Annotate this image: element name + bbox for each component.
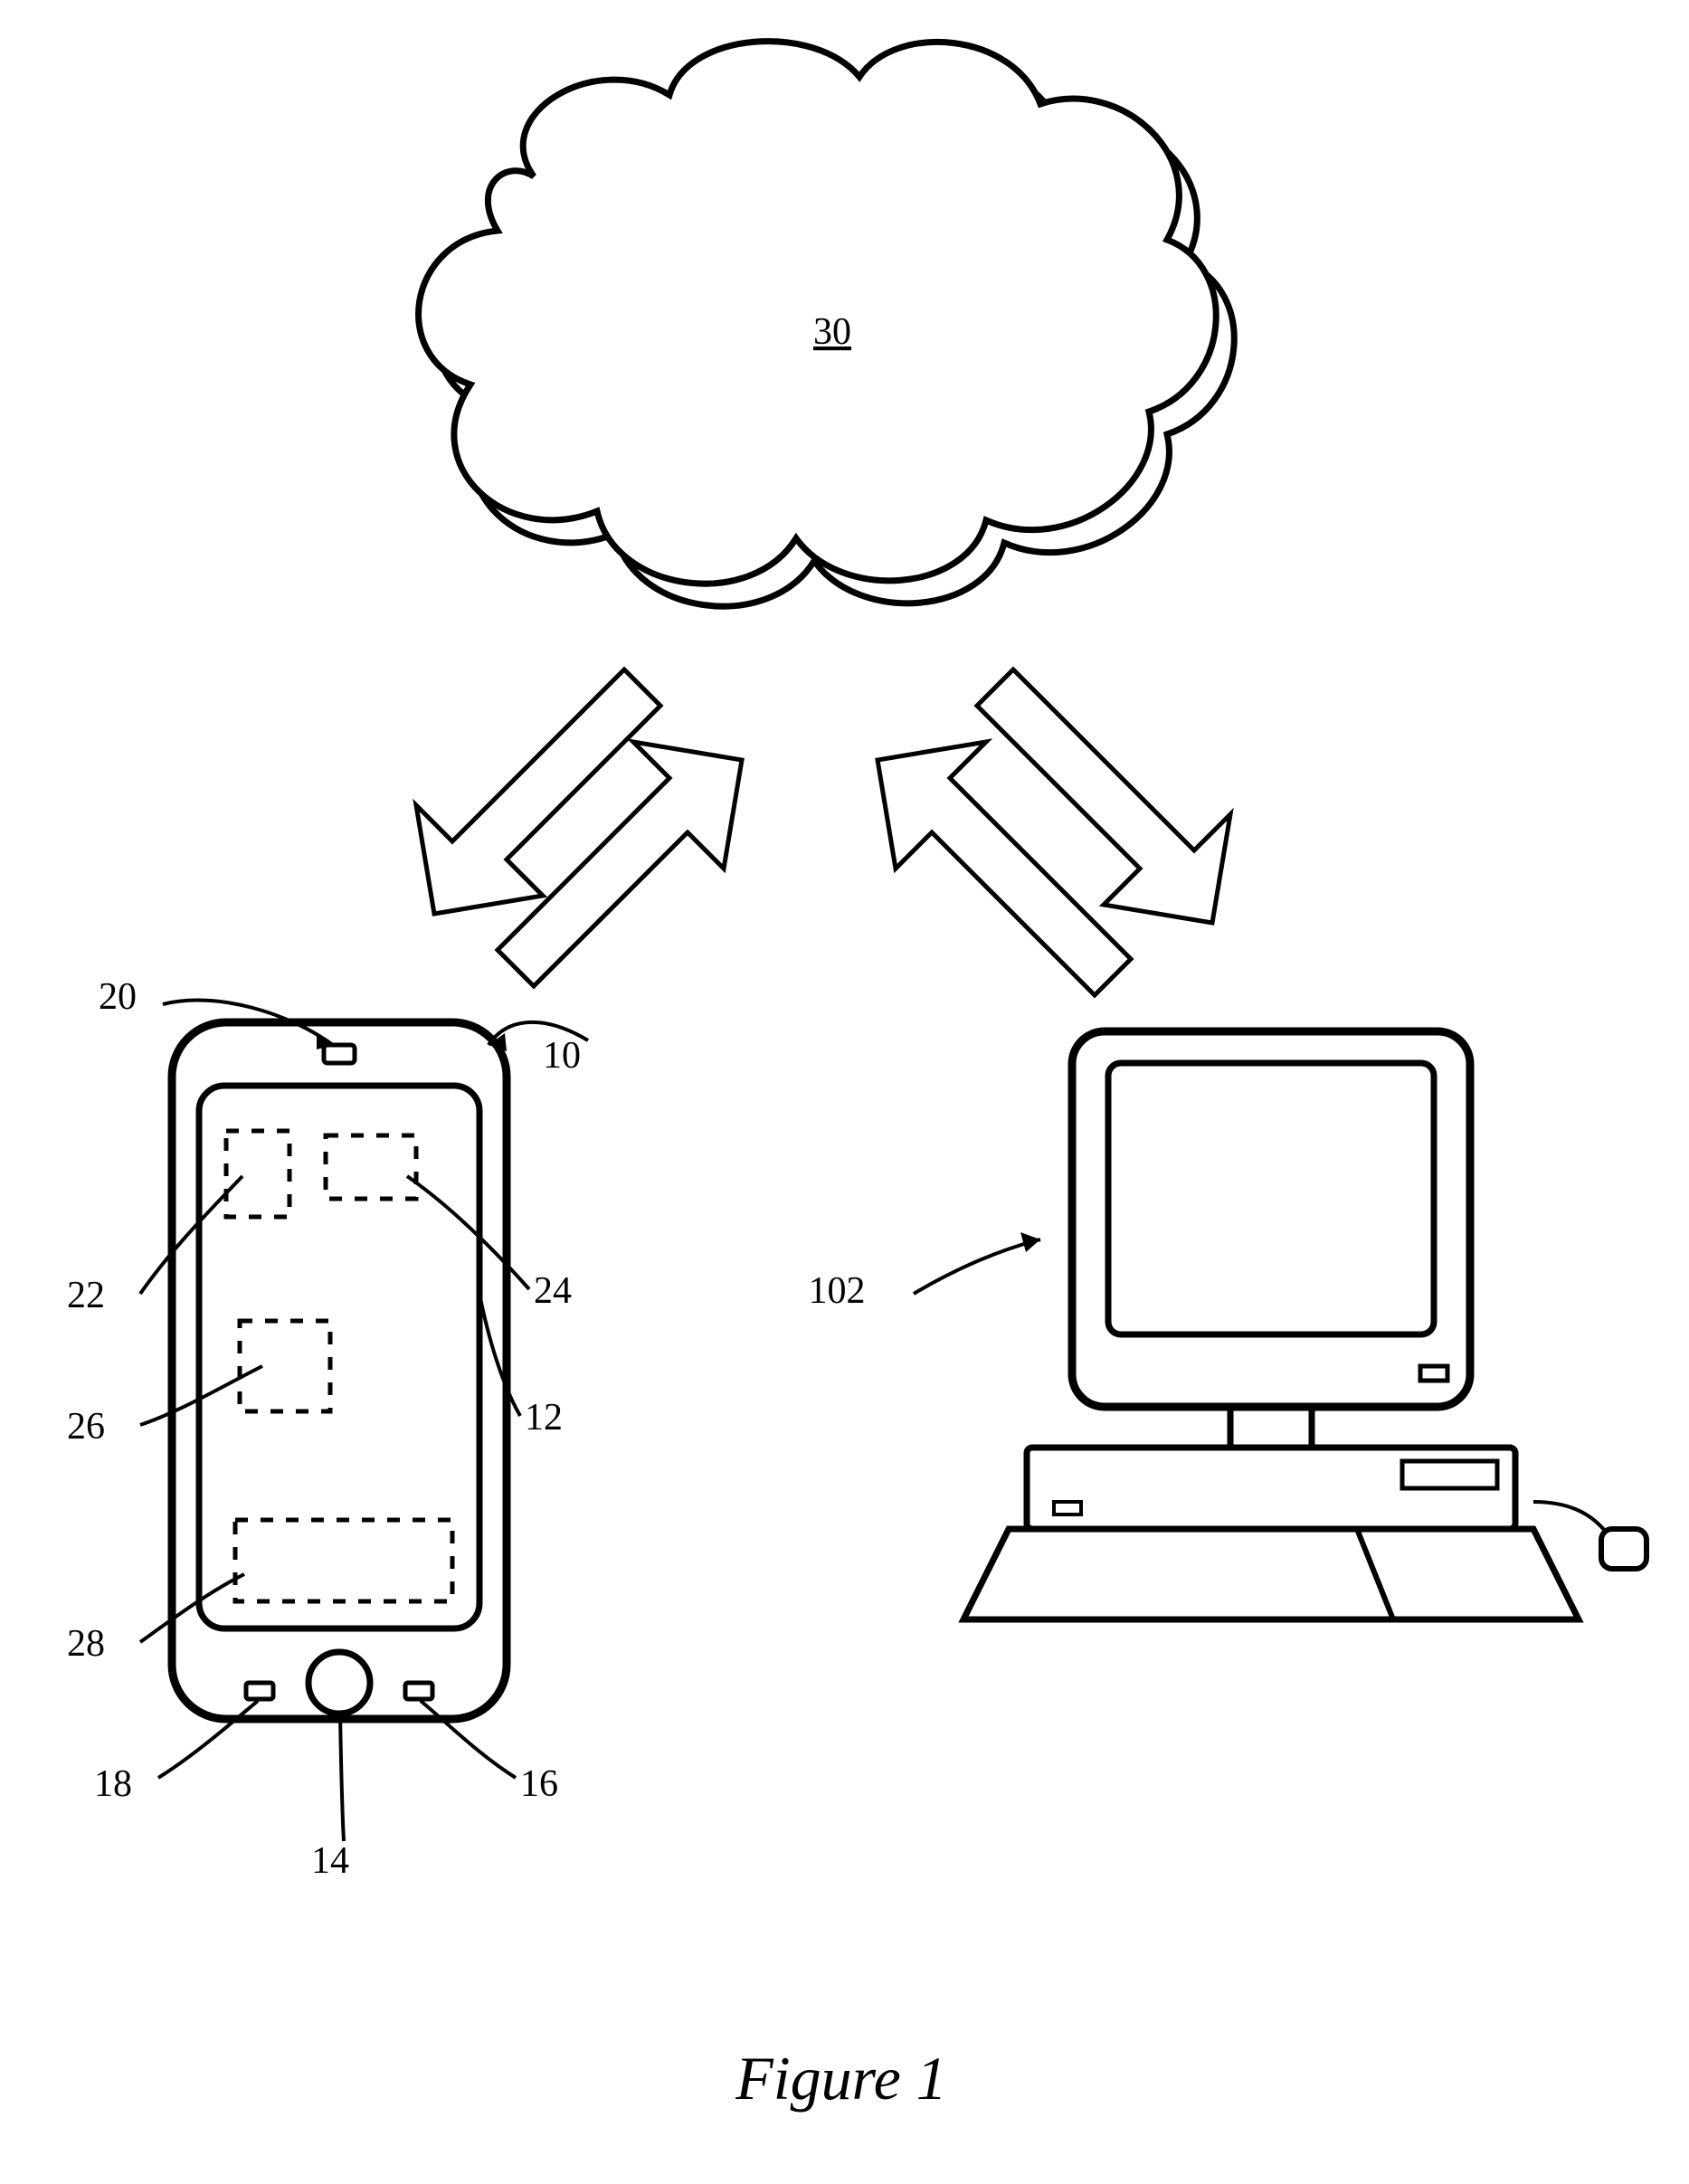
phone-block-24: [326, 1135, 416, 1199]
computer-group: [963, 1031, 1646, 1619]
phone-body: [172, 1022, 507, 1719]
phone-block-22: [226, 1131, 289, 1217]
phone-bottom-right: [405, 1683, 432, 1699]
head-102: [1020, 1232, 1040, 1252]
keyboard: [963, 1529, 1579, 1619]
label-102: 102: [809, 1270, 866, 1312]
label-24: 24: [534, 1270, 572, 1312]
monitor-screen: [1108, 1063, 1434, 1334]
arrows-computer: [878, 669, 1230, 995]
phone-group: [172, 1022, 507, 1719]
phone-bottom-left: [246, 1683, 273, 1699]
label-12: 12: [525, 1397, 563, 1439]
label-26: 26: [67, 1406, 105, 1448]
phone-block-26: [240, 1321, 330, 1411]
figure-1-svg: 30: [0, 0, 1689, 2184]
mouse: [1601, 1529, 1646, 1569]
phone-top-sensor: [324, 1045, 355, 1063]
cloud-ref-label: 30: [813, 311, 851, 353]
phone-home-button: [308, 1652, 370, 1714]
figure-caption: Figure 1: [735, 2044, 947, 2113]
label-22: 22: [67, 1275, 105, 1316]
leader-heads: [317, 1033, 1040, 1252]
leader-16: [421, 1701, 516, 1778]
tower-drive: [1402, 1461, 1497, 1488]
monitor-button: [1420, 1366, 1447, 1381]
leader-24: [407, 1176, 529, 1289]
tower-led: [1054, 1502, 1081, 1515]
leader-14: [340, 1714, 344, 1841]
label-28: 28: [67, 1623, 105, 1665]
leader-28: [140, 1574, 244, 1642]
phone-screen: [199, 1086, 479, 1629]
leader-102: [914, 1239, 1040, 1294]
leader-12: [479, 1294, 520, 1416]
cloud-group: 30: [419, 42, 1235, 607]
leader-22: [140, 1176, 242, 1294]
mouse-cable: [1533, 1502, 1610, 1538]
monitor-neck: [1230, 1407, 1312, 1448]
label-10: 10: [543, 1035, 581, 1077]
phone-block-28: [235, 1520, 452, 1601]
label-16: 16: [520, 1763, 558, 1805]
label-14: 14: [311, 1840, 349, 1882]
arrows-phone: [416, 669, 742, 986]
label-18: 18: [94, 1763, 132, 1805]
label-20: 20: [99, 976, 137, 1018]
